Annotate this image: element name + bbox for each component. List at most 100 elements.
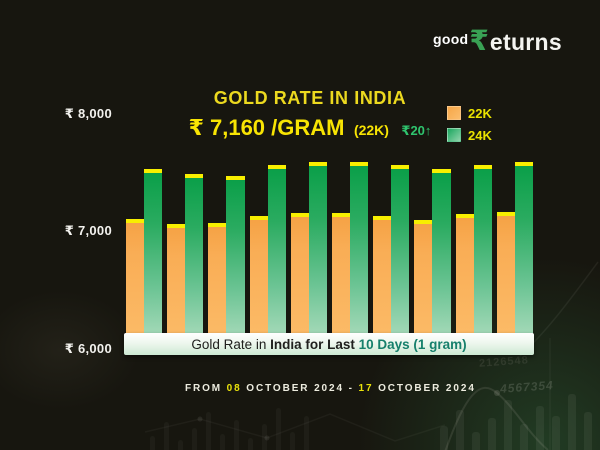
decor-bar: [456, 410, 464, 450]
date-range-footer: FROM 08 OCTOBER 2024 - 17 OCTOBER 2024: [61, 372, 581, 405]
banner-text: Gold Rate in: [191, 336, 271, 352]
decor-bar: [520, 424, 528, 450]
bar-cap: [414, 219, 433, 224]
bar-pair-13-oct-2024: [332, 161, 369, 352]
decor-bar: [192, 428, 197, 450]
legend-swatch-24k: [447, 128, 461, 142]
decor-bar: [164, 422, 169, 450]
bar-22k: [126, 218, 145, 352]
rupee-icon: ₹: [469, 25, 489, 56]
bar-24k: [473, 164, 492, 352]
bar-cap: [249, 216, 268, 221]
chart-header: GOLD RATE IN INDIA ₹ 7,160 /GRAM (22K) ₹…: [150, 88, 470, 141]
bar-24k: [308, 161, 327, 352]
decor-bar: [552, 416, 560, 450]
chart-title: GOLD RATE IN INDIA: [213, 88, 407, 108]
decor-bar: [536, 406, 544, 450]
decor-bar: [304, 416, 309, 450]
bar-chart-plot: [126, 0, 538, 352]
footer-end: OCTOBER 2024: [373, 383, 476, 394]
bar-cap: [350, 161, 369, 166]
bar-pair-16-oct-2024: [455, 164, 492, 352]
bar-22k: [290, 212, 309, 352]
decor-bar: [248, 438, 253, 450]
karat-label: (22K): [353, 122, 389, 138]
decor-bar: [568, 394, 576, 450]
bar-24k: [514, 161, 533, 352]
decor-bar: [504, 400, 512, 450]
current-price-row: ₹ 7,160 /GRAM (22K) ₹20↑: [150, 115, 470, 141]
bar-cap: [144, 168, 163, 173]
bar-24k: [391, 164, 410, 352]
bar-cap: [514, 161, 533, 166]
decor-bar: [150, 436, 155, 450]
legend-label-22k: 22K: [468, 105, 492, 121]
bar-cap: [185, 173, 204, 178]
bar-24k: [350, 161, 369, 352]
goodreturns-logo: good ₹ eturns: [433, 25, 562, 56]
footer-from: FROM: [184, 383, 227, 394]
bar-22k: [455, 214, 474, 352]
bar-cap: [167, 224, 186, 229]
chart-legend: 22K 24K: [447, 106, 492, 150]
y-tick-6000: ₹ 6,000: [64, 341, 112, 356]
legend-item-22k: 22K: [447, 105, 492, 121]
bar-cap: [332, 212, 351, 217]
decor-bar: [234, 420, 239, 450]
bar-pair-08-oct-2024: [126, 168, 163, 352]
decor-bar: [262, 424, 267, 450]
decor-bar: [488, 418, 496, 450]
bar-24k: [144, 168, 163, 352]
decor-bar: [472, 432, 480, 450]
price-change-up: ₹20↑: [401, 123, 432, 138]
banner-text-bold: India for Last: [270, 336, 359, 352]
decor-bar: [220, 434, 225, 450]
bar-pair-09-oct-2024: [167, 173, 204, 352]
current-price: ₹ 7,160 /GRAM: [188, 115, 345, 140]
logo-text-eturns: eturns: [489, 29, 562, 55]
bar-cap: [391, 164, 410, 169]
bar-pair-15-oct-2024: [414, 169, 451, 352]
bar-cap: [267, 164, 286, 169]
bar-22k: [414, 219, 433, 352]
bar-22k: [496, 211, 515, 352]
start-date: 08: [226, 383, 242, 394]
end-date: 17: [358, 383, 374, 394]
bar-24k: [185, 173, 204, 352]
bar-cap: [496, 211, 515, 216]
bar-cap: [226, 175, 245, 180]
bar-cap: [373, 216, 392, 221]
bar-cap: [290, 212, 309, 217]
bar-pair-10-oct-2024: [208, 175, 245, 352]
banner-text-highlight: 10 Days (1 gram): [358, 336, 467, 352]
decor-bar: [584, 412, 592, 450]
bar-cap: [473, 164, 492, 169]
bar-pair-11-oct-2024: [249, 164, 286, 352]
bar-cap: [126, 218, 145, 223]
bar-pair-17-oct-2024: [496, 161, 533, 352]
decor-bar: [440, 426, 448, 450]
legend-label-24k: 24K: [468, 127, 492, 143]
footer-middle: OCTOBER 2024 -: [241, 383, 359, 394]
chart-caption-banner: Gold Rate in India for Last 10 Days (1 g…: [124, 333, 534, 355]
legend-item-24k: 24K: [447, 127, 492, 143]
logo-text-good: good: [433, 31, 469, 47]
decor-bar: [276, 408, 281, 450]
bar-pair-14-oct-2024: [373, 164, 410, 352]
decor-bar: [290, 432, 295, 450]
bar-24k: [226, 175, 245, 352]
decor-bar: [206, 412, 211, 450]
bar-22k: [208, 223, 227, 352]
y-tick-7000: ₹ 7,000: [64, 223, 112, 238]
bar-cap: [208, 223, 227, 228]
legend-swatch-22k: [447, 106, 461, 120]
bar-cap: [432, 169, 451, 174]
bar-22k: [332, 212, 351, 352]
bar-pair-12-oct-2024: [290, 161, 327, 352]
bar-22k: [249, 216, 268, 352]
bar-24k: [432, 169, 451, 352]
bar-24k: [267, 164, 286, 352]
y-tick-8000: ₹ 8,000: [64, 106, 112, 121]
